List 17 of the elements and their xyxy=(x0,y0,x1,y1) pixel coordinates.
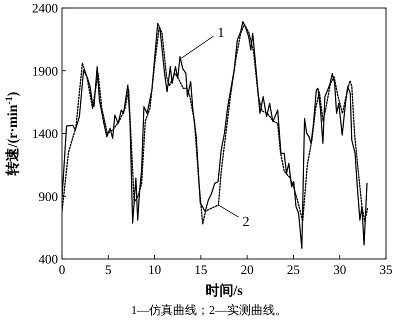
annotation: 1 xyxy=(217,26,224,42)
x-tick-label: 0 xyxy=(58,262,66,277)
y-tick-label: 900 xyxy=(38,188,58,204)
y-tick-label: 1400 xyxy=(32,126,58,141)
x-tick-label: 20 xyxy=(240,262,254,277)
x-axis-title: 时间/s xyxy=(205,283,244,299)
x-tick-label: 5 xyxy=(105,262,112,277)
y-tick-label: 400 xyxy=(38,252,58,266)
x-tick-label: 35 xyxy=(380,262,392,277)
x-tick-label: 30 xyxy=(333,262,346,277)
text: 1—仿真曲线；2—实测曲线。 xyxy=(131,303,287,317)
y-tick-label: 2400 xyxy=(32,0,58,16)
x-tick-label: 25 xyxy=(286,262,300,277)
x-tick-label: 10 xyxy=(148,262,162,277)
annotation: 2 xyxy=(242,215,250,230)
x-tick-label: 15 xyxy=(194,262,208,277)
y-tick-label: 1900 xyxy=(32,63,58,78)
